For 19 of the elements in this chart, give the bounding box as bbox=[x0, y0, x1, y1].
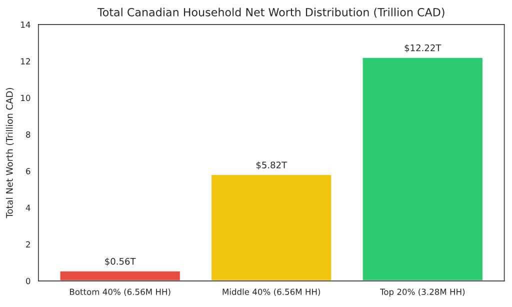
chart-title: Total Canadian Household Net Worth Distribution (Trillion CAD) bbox=[97, 8, 444, 18]
y-tick-label: 0 bbox=[26, 278, 30, 284]
x-tick-label: Top 20% (3.28M HH) bbox=[380, 288, 465, 297]
y-tick-label: 4 bbox=[26, 204, 30, 211]
y-tick-label: 10 bbox=[21, 94, 30, 102]
data-label: $12.22T bbox=[404, 44, 442, 52]
x-tick-label: Middle 40% (6.56M HH) bbox=[222, 288, 320, 296]
y-axis-title: Total Net Worth (Trillion CAD) bbox=[6, 88, 14, 218]
y-tick-label: 2 bbox=[26, 241, 30, 248]
y-tick-label: 8 bbox=[26, 131, 30, 138]
x-tick-label: Bottom 40% (6.56M HH) bbox=[70, 288, 170, 296]
y-tick-label: 6 bbox=[26, 168, 30, 174]
bar bbox=[210, 174, 333, 281]
bar bbox=[361, 56, 484, 281]
bar bbox=[58, 270, 182, 281]
y-tick-label: 12 bbox=[21, 58, 30, 64]
data-label: $0.56T bbox=[105, 258, 136, 266]
data-label: $5.82T bbox=[256, 161, 288, 170]
y-tick-label: 14 bbox=[21, 22, 30, 28]
